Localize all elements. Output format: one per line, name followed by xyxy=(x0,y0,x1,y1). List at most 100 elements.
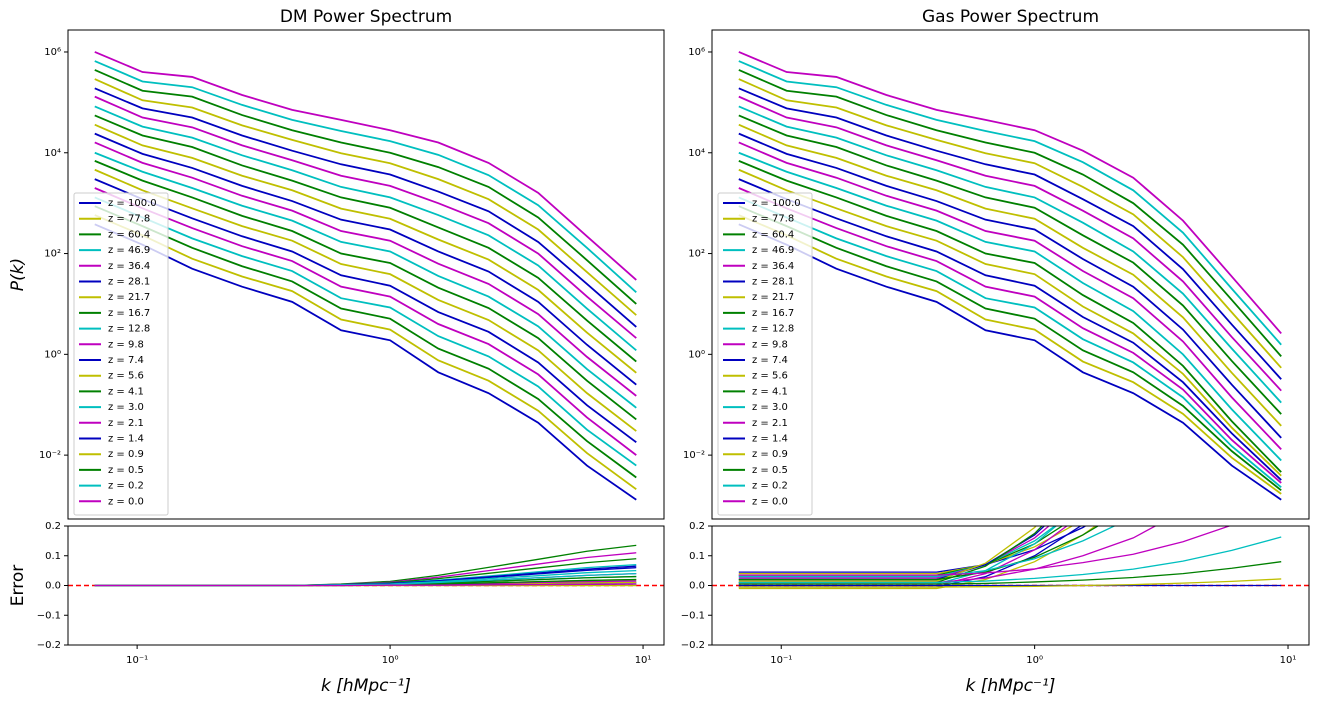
series-line xyxy=(94,87,637,328)
panel-title: Gas Power Spectrum xyxy=(922,7,1099,27)
series-line xyxy=(94,178,637,443)
legend-label: z = 77.8 xyxy=(752,214,794,225)
legend-label: z = 2.1 xyxy=(752,418,788,429)
panel-title: DM Power Spectrum xyxy=(280,7,452,27)
panel: 10⁻² 10⁰ 10² 10⁴ 10⁶ DM Power Spectrum P(k) z =… xyxy=(8,7,665,520)
y-tick-label: −0.1 xyxy=(37,610,61,621)
panel: 10⁻² 10⁰ 10² 10⁴ 10⁶ Gas Power Spectrum z = 10… xyxy=(683,7,1310,520)
legend-label: z = 0.9 xyxy=(108,449,144,460)
legend-label: z = 9.8 xyxy=(752,339,788,350)
series-line xyxy=(738,526,1232,576)
y-tick-label: 10⁻² xyxy=(683,450,705,461)
x-axis-label: k [hMpc⁻¹] xyxy=(966,676,1056,696)
series-line xyxy=(738,60,1282,346)
legend-label: z = 2.1 xyxy=(108,418,144,429)
legend-label: z = 36.4 xyxy=(752,261,794,272)
series-line xyxy=(94,78,637,316)
series-line xyxy=(94,205,637,479)
series-line xyxy=(94,214,637,491)
legend-label: z = 60.4 xyxy=(752,229,794,240)
series-line xyxy=(94,114,637,363)
y-tick-label: 0.0 xyxy=(689,581,705,592)
legend-label: z = 28.1 xyxy=(108,277,150,288)
legend-label: z = 21.7 xyxy=(752,292,794,303)
y-tick-label: 10² xyxy=(688,249,705,260)
x-tick-label: 10⁻¹ xyxy=(126,655,148,666)
x-tick-label: 10⁻¹ xyxy=(770,655,792,666)
legend-label: z = 46.9 xyxy=(752,245,794,256)
legend-label: z = 100.0 xyxy=(108,198,157,209)
y-tick-label: 0.0 xyxy=(45,581,61,592)
series-line xyxy=(738,123,1282,427)
series-line xyxy=(94,187,637,456)
series-line xyxy=(94,583,637,587)
legend-label: z = 4.1 xyxy=(108,386,144,397)
legend: z = 100.0 z = 77.8 z = 60.4 z = 46.9 z = 36.… xyxy=(73,192,169,516)
y-tick-label: 0.2 xyxy=(45,521,61,532)
series-line xyxy=(94,105,637,352)
legend-label: z = 16.7 xyxy=(752,308,794,319)
x-tick-label: 10⁰ xyxy=(1026,655,1043,666)
x-axis-label: k [hMpc⁻¹] xyxy=(321,676,411,696)
series-line xyxy=(94,141,637,397)
legend-label: z = 0.5 xyxy=(752,465,788,476)
series-line xyxy=(738,526,1116,578)
series-line xyxy=(738,95,1282,392)
legend-label: z = 4.1 xyxy=(752,386,788,397)
series-line xyxy=(94,160,637,421)
series-line xyxy=(738,151,1282,462)
x-tick-label: 10⁰ xyxy=(382,655,399,666)
legend-label: z = 60.4 xyxy=(108,229,150,240)
series-line xyxy=(738,196,1282,488)
legend-label: z = 0.5 xyxy=(108,465,144,476)
plot-lines xyxy=(738,51,1282,501)
legend-frame xyxy=(73,192,169,516)
series-line xyxy=(738,526,1037,582)
series-line xyxy=(738,526,1050,579)
panel: −0.2 −0.1 0.0 0.1 0.2 10⁻¹ 10⁰ 10¹ Error k [hMpc⁻… xyxy=(8,521,665,696)
plot-lines xyxy=(94,51,637,501)
series-line xyxy=(94,168,637,432)
panel: −0.2 −0.1 0.0 0.1 0.2 10⁻¹ 10⁰ 10¹ k [hMpc⁻¹] xyxy=(681,521,1310,696)
y-tick-label: 0.1 xyxy=(45,551,61,562)
legend-label: z = 21.7 xyxy=(108,292,150,303)
legend-label: z = 12.8 xyxy=(752,324,794,335)
y-tick-label: 10⁻² xyxy=(39,450,61,461)
legend-label: z = 16.7 xyxy=(108,308,150,319)
legend-label: z = 46.9 xyxy=(108,245,150,256)
x-tick-label: 10¹ xyxy=(635,655,652,666)
series-line xyxy=(738,78,1282,369)
series-line xyxy=(738,168,1282,477)
legend-label: z = 0.2 xyxy=(752,481,788,492)
series-line xyxy=(738,132,1282,439)
y-axis-label: P(k) xyxy=(8,258,28,291)
legend: z = 100.0 z = 77.8 z = 60.4 z = 46.9 z = 36.… xyxy=(717,192,813,516)
y-tick-label: 10⁰ xyxy=(688,349,705,360)
y-tick-label: 10⁶ xyxy=(44,47,61,58)
legend-label: z = 0.0 xyxy=(108,496,144,507)
legend-label: z = 12.8 xyxy=(108,324,150,335)
legend-frame xyxy=(717,192,813,516)
legend-label: z = 5.6 xyxy=(752,371,788,382)
y-tick-label: 0.2 xyxy=(689,521,705,532)
series-line xyxy=(738,223,1282,501)
series-line xyxy=(94,196,637,467)
series-line xyxy=(738,178,1282,481)
series-line xyxy=(738,160,1282,473)
legend-label: z = 5.6 xyxy=(108,371,144,382)
legend-label: z = 7.4 xyxy=(752,355,788,366)
legend-label: z = 3.0 xyxy=(752,402,788,413)
x-tick-label: 10¹ xyxy=(1280,655,1297,666)
series-line xyxy=(738,536,1282,584)
legend-label: z = 1.4 xyxy=(752,434,788,445)
legend-label: z = 0.9 xyxy=(752,449,788,460)
y-tick-label: 10⁶ xyxy=(688,47,705,58)
y-tick-label: −0.1 xyxy=(681,610,705,621)
y-axis-label: Error xyxy=(8,565,28,606)
y-tick-label: 10² xyxy=(44,249,61,260)
series-line xyxy=(94,132,637,386)
series-line xyxy=(738,51,1282,335)
series-line xyxy=(738,526,1074,575)
series-line xyxy=(94,151,637,409)
